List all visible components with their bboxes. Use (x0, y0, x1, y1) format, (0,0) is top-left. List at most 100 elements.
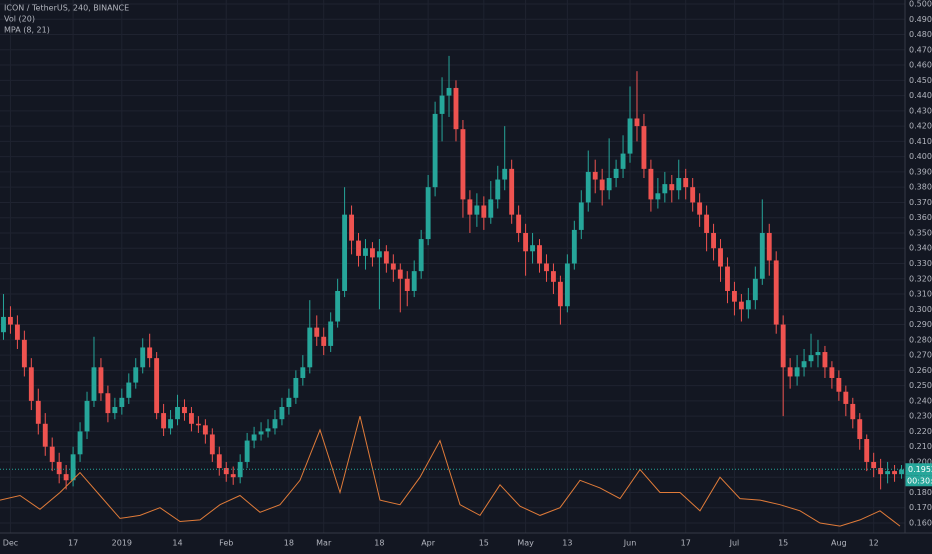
candle-body (446, 87, 452, 96)
candle-body (516, 214, 522, 233)
candle-body (801, 361, 807, 368)
x-tick-label: 18 (284, 539, 294, 548)
candle-body (356, 240, 361, 256)
candle-body (251, 434, 257, 441)
candle-body (495, 179, 501, 200)
y-tick-label: 0.1600 (909, 519, 932, 528)
x-tick-label: 17 (68, 539, 78, 548)
x-tick-label: 17 (681, 539, 691, 548)
candle-body (766, 232, 772, 261)
candle-body (759, 232, 765, 279)
candle-body (70, 454, 76, 481)
candle-body (523, 232, 529, 252)
candle-body (794, 367, 800, 377)
candle-body (676, 178, 682, 191)
candle-body (690, 187, 696, 203)
candle-body (544, 263, 549, 272)
candle-body (571, 229, 577, 264)
x-tick-label: 14 (172, 539, 182, 548)
candle-body (551, 271, 556, 282)
candle-body (133, 367, 139, 383)
x-tick-label: Aug (831, 539, 847, 548)
candle-body (578, 202, 584, 230)
candle-body (899, 469, 904, 475)
grid (0, 0, 905, 533)
candle-body (843, 391, 849, 404)
candle-body (669, 184, 675, 191)
candle-body (745, 300, 751, 310)
candle-body (8, 316, 13, 325)
candle-body (140, 347, 146, 368)
candle-body (202, 425, 208, 435)
candle-body (147, 347, 153, 359)
candle-body (564, 263, 570, 307)
candle-body (383, 251, 389, 264)
candle-body (732, 290, 737, 302)
candle-body (272, 419, 278, 429)
candle-body (467, 199, 473, 215)
candle-body (14, 324, 20, 340)
candle-body (56, 461, 62, 475)
candle-body (808, 355, 814, 362)
candle-body (787, 367, 793, 377)
indicator-label: Vol (20) (4, 15, 35, 24)
candle-body (592, 171, 598, 180)
candle-body (376, 251, 382, 258)
candle-body (599, 179, 605, 191)
candle-body (342, 214, 348, 291)
candle-body (655, 193, 661, 200)
candle-body (704, 214, 710, 233)
candle-body (530, 245, 535, 252)
candle-body (585, 171, 591, 203)
candle-body (119, 397, 125, 407)
candle-body (279, 406, 285, 420)
candle-body (864, 439, 870, 462)
x-tick-label: Mar (316, 539, 332, 548)
candle-body (35, 400, 41, 424)
candle-body (390, 263, 396, 270)
x-tick-label: Jun (623, 539, 637, 548)
candle-body (822, 352, 828, 368)
x-tick-label: 15 (778, 539, 788, 548)
candle-body (662, 184, 668, 194)
candle-body (725, 266, 730, 291)
candle-body (711, 232, 716, 249)
candle-body (307, 327, 313, 368)
candle-body (370, 248, 375, 258)
candle-body (105, 393, 111, 414)
candle-body (885, 471, 891, 475)
candle-body (21, 339, 27, 368)
x-tick-label: 2019 (112, 539, 132, 548)
candle-body (439, 95, 445, 114)
candle-body (683, 178, 689, 188)
candle-body (189, 413, 194, 424)
candle-body (627, 118, 633, 154)
x-tick-label: Feb (219, 539, 233, 548)
candle-body (453, 87, 459, 130)
last-price-label: 0.1952 (908, 465, 932, 474)
candle-body (836, 377, 842, 392)
candle-body (418, 239, 424, 272)
candle-body (634, 118, 640, 127)
candle-body (606, 178, 612, 191)
candle-body (780, 324, 786, 368)
candle-body (154, 358, 160, 414)
